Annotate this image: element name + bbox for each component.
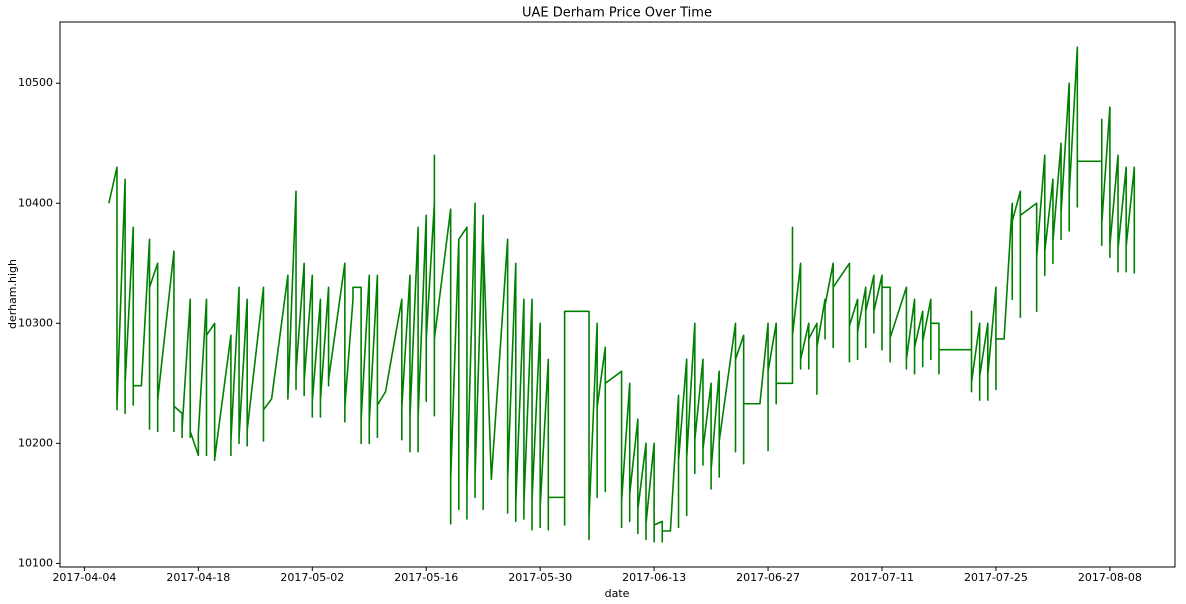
plot-area: 2017-04-04 2017-04-18 2017-05-02 2017-05-16… — [18, 46, 1142, 584]
y-tick-label: 10100 — [18, 556, 53, 569]
y-tick-label: 10400 — [18, 196, 53, 209]
x-tick-label: 2017-07-25 — [964, 571, 1028, 584]
y-axis-label: derham.high — [6, 259, 19, 329]
x-tick-label: 2017-06-27 — [736, 571, 800, 584]
y-tick-label: 10300 — [18, 316, 53, 329]
x-tick-label: 2017-07-11 — [850, 571, 914, 584]
y-tick-label: 10500 — [18, 76, 53, 89]
x-tick-label: 2017-05-16 — [394, 571, 458, 584]
chart-title: UAE Derham Price Over Time — [522, 6, 712, 21]
x-tick-label: 2017-04-18 — [166, 571, 230, 584]
price-line — [108, 46, 1136, 543]
y-tick-label: 10200 — [18, 436, 53, 449]
x-tick-label: 2017-06-13 — [622, 571, 686, 584]
x-tick-label: 2017-05-30 — [508, 571, 572, 584]
x-tick-label: 2017-04-04 — [52, 571, 116, 584]
x-tick-label: 2017-05-02 — [280, 571, 344, 584]
x-tick-label: 2017-08-08 — [1078, 571, 1142, 584]
x-axis-label: date — [605, 587, 630, 600]
axes-frame — [59, 21, 1176, 568]
